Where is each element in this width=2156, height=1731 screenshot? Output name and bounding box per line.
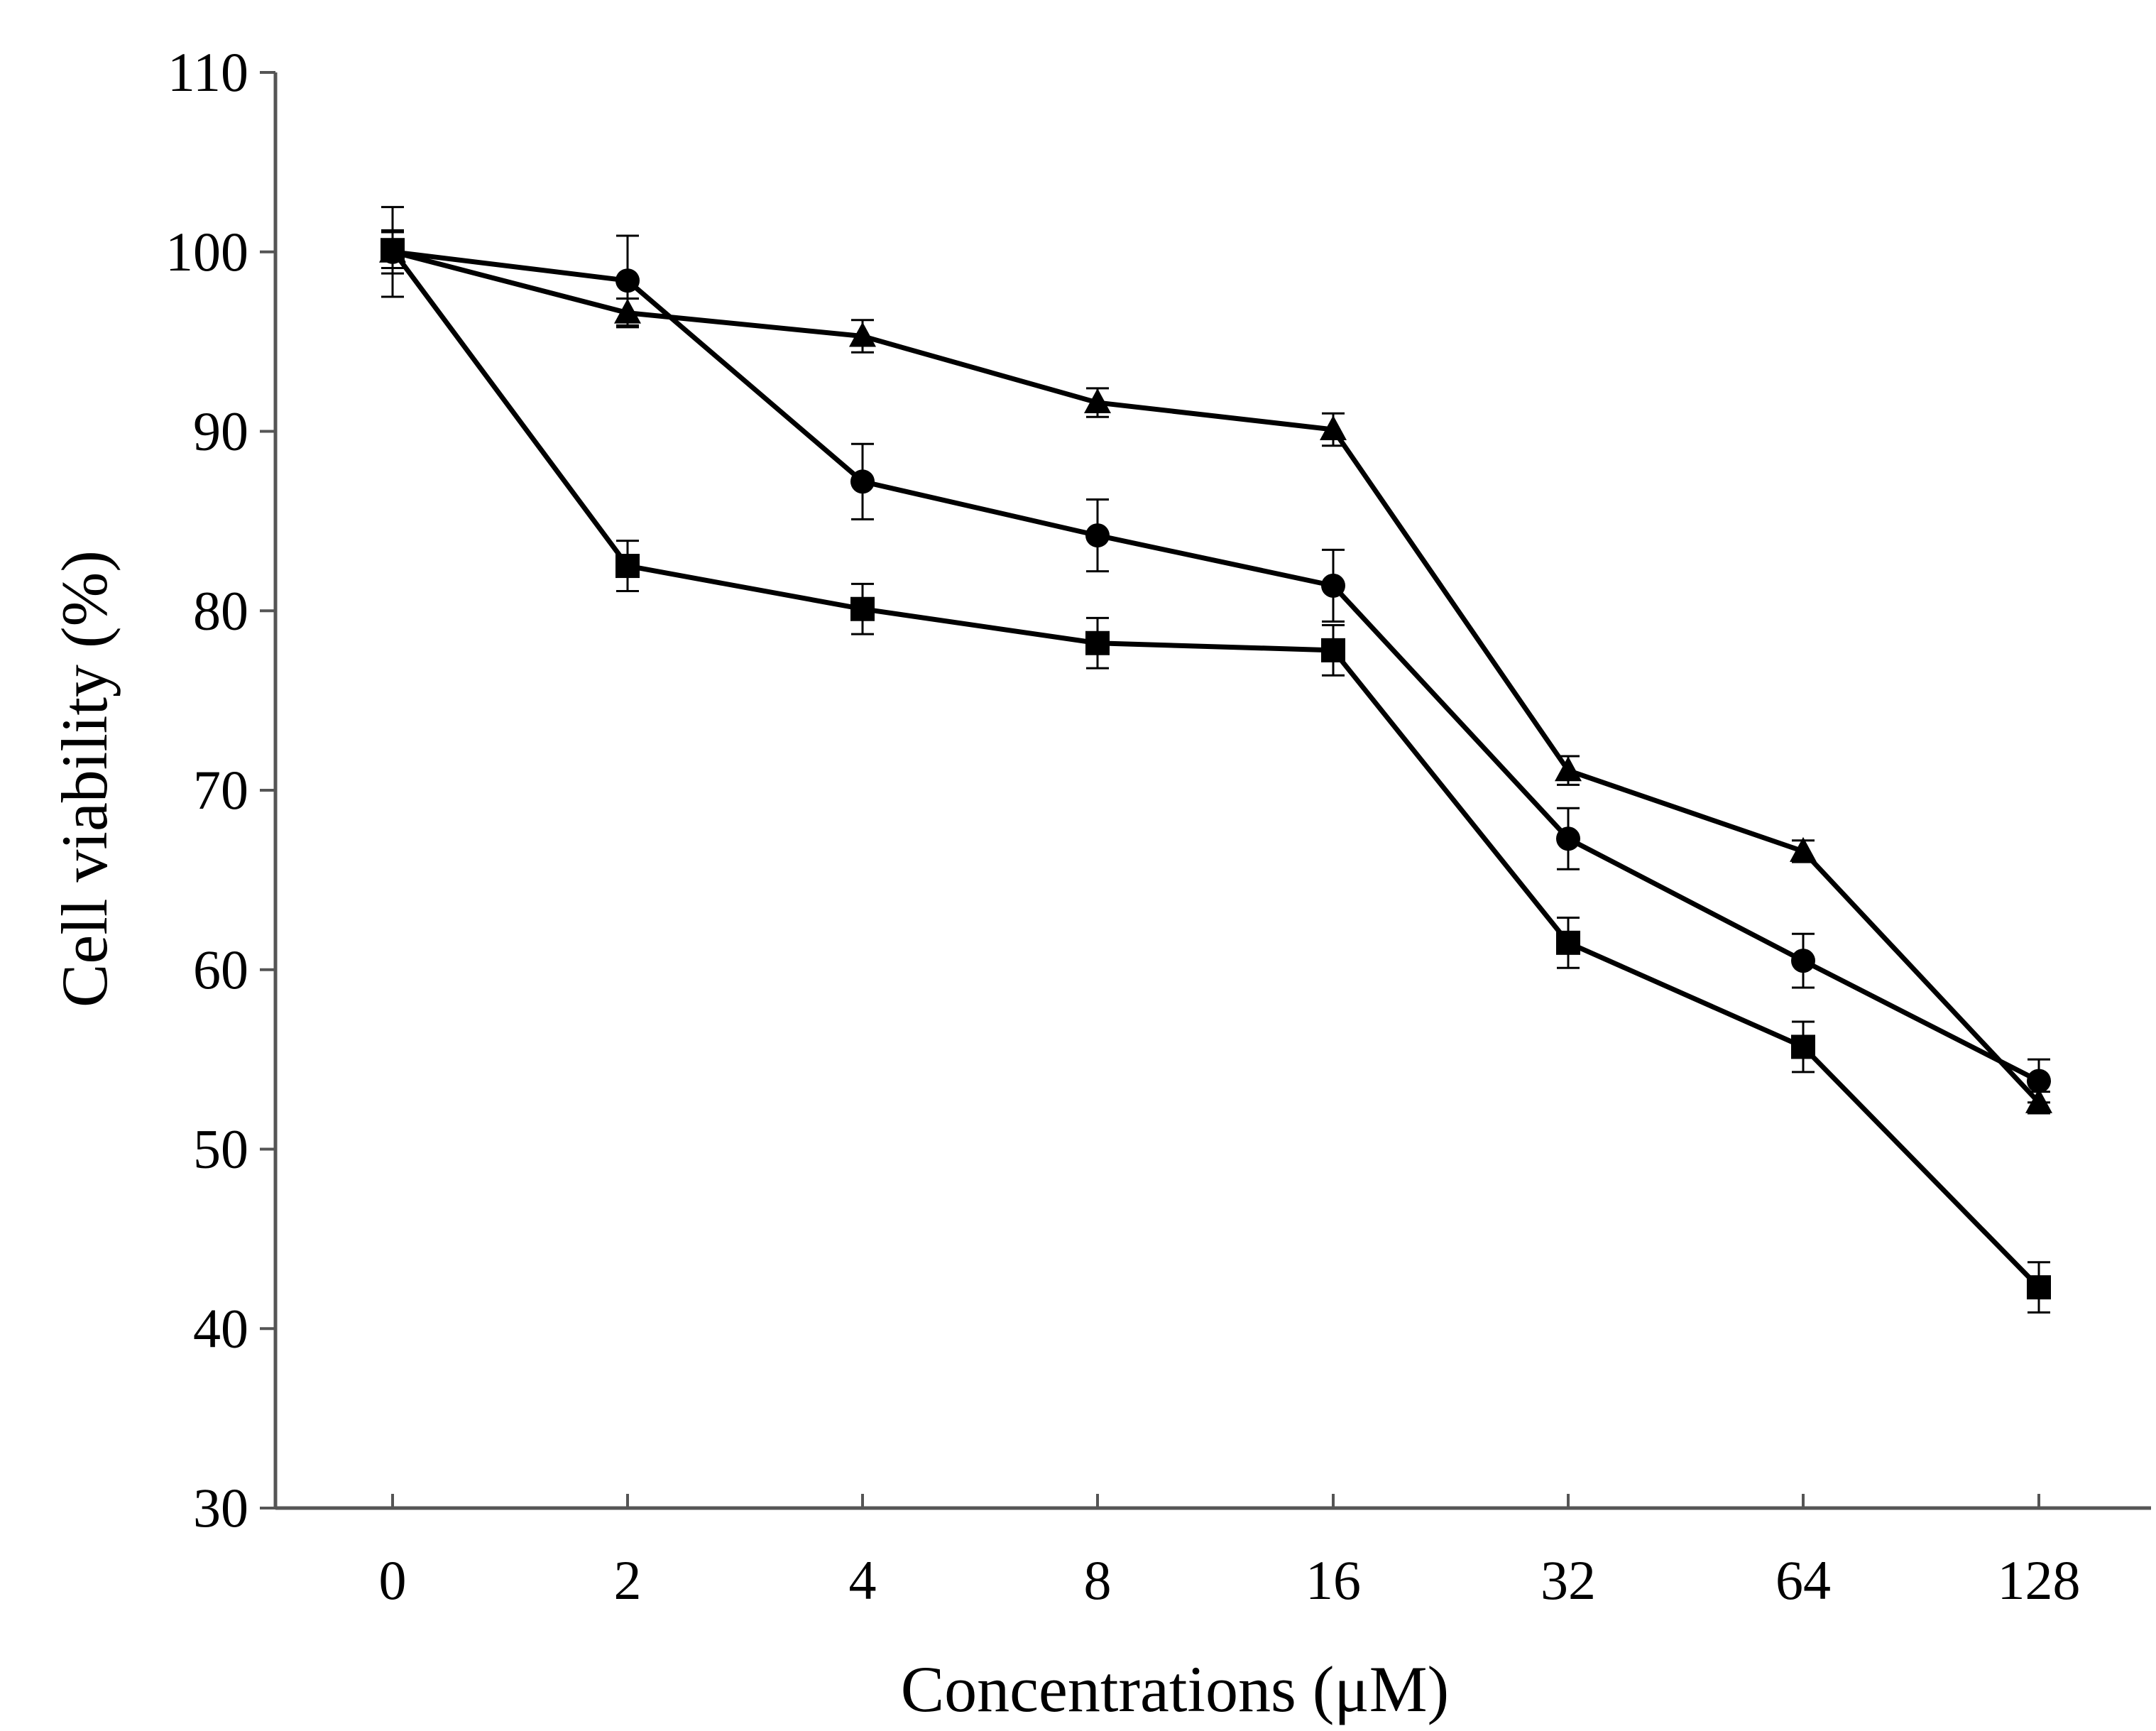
- y-tick-label: 40: [193, 1297, 248, 1359]
- x-tick-label: 4: [849, 1549, 877, 1611]
- x-tick-label: 8: [1084, 1549, 1112, 1611]
- x-axis-title: Concentrations (μM): [901, 1653, 1449, 1725]
- data-point-triangle: [1084, 388, 1111, 414]
- x-tick-label: 2: [614, 1549, 642, 1611]
- data-point-circle: [1556, 826, 1580, 851]
- data-point-square: [1791, 1034, 1815, 1059]
- x-tick-label: 16: [1306, 1549, 1361, 1611]
- data-point-square: [2027, 1275, 2051, 1300]
- series-line-triangle: [392, 249, 2041, 1105]
- data-point-circle: [1085, 523, 1110, 548]
- data-point-circle: [1321, 573, 1345, 598]
- series-circle: [381, 206, 2051, 1104]
- x-tick-label: 32: [1541, 1549, 1596, 1611]
- data-point-square: [615, 554, 640, 579]
- y-axis-title: Cell viability (%): [48, 550, 121, 1008]
- series-layer: [379, 206, 2052, 1314]
- data-point-triangle: [1790, 836, 1817, 862]
- series-line-circle: [392, 249, 2040, 1083]
- data-point-triangle: [1320, 415, 1347, 440]
- series-square: [381, 231, 2051, 1314]
- data-point-square: [850, 596, 875, 621]
- y-tick-label: 50: [193, 1118, 248, 1180]
- data-point-circle: [850, 469, 875, 494]
- y-tick-label: 100: [165, 221, 248, 283]
- series-triangle: [379, 229, 2052, 1115]
- data-point-square: [1321, 638, 1345, 662]
- data-point-square: [1085, 630, 1110, 655]
- x-tick-label: 128: [1998, 1549, 2081, 1611]
- x-tick-label: 0: [379, 1549, 407, 1611]
- y-tick-label: 110: [168, 41, 248, 103]
- data-point-circle: [615, 268, 640, 293]
- data-point-square: [381, 238, 405, 263]
- data-point-triangle: [849, 322, 876, 347]
- series-line-square: [390, 249, 2041, 1289]
- x-ticks: 0 2 4 8 16 32 64 128: [379, 1494, 2081, 1611]
- y-tick-label: 80: [193, 579, 248, 641]
- x-tick-label: 64: [1775, 1549, 1831, 1611]
- axes: [273, 72, 2151, 1510]
- data-point-square: [1556, 930, 1580, 955]
- y-tick-label: 90: [193, 400, 248, 462]
- y-tick-label: 30: [193, 1477, 248, 1539]
- data-point-triangle: [1555, 756, 1582, 782]
- data-point-circle: [2027, 1069, 2051, 1093]
- data-point-circle: [1791, 949, 1815, 973]
- y-tick-label: 70: [193, 759, 248, 821]
- y-ticks: 30 40 50 60 70 80 90 100 110: [165, 41, 275, 1539]
- y-tick-label: 60: [193, 939, 248, 1000]
